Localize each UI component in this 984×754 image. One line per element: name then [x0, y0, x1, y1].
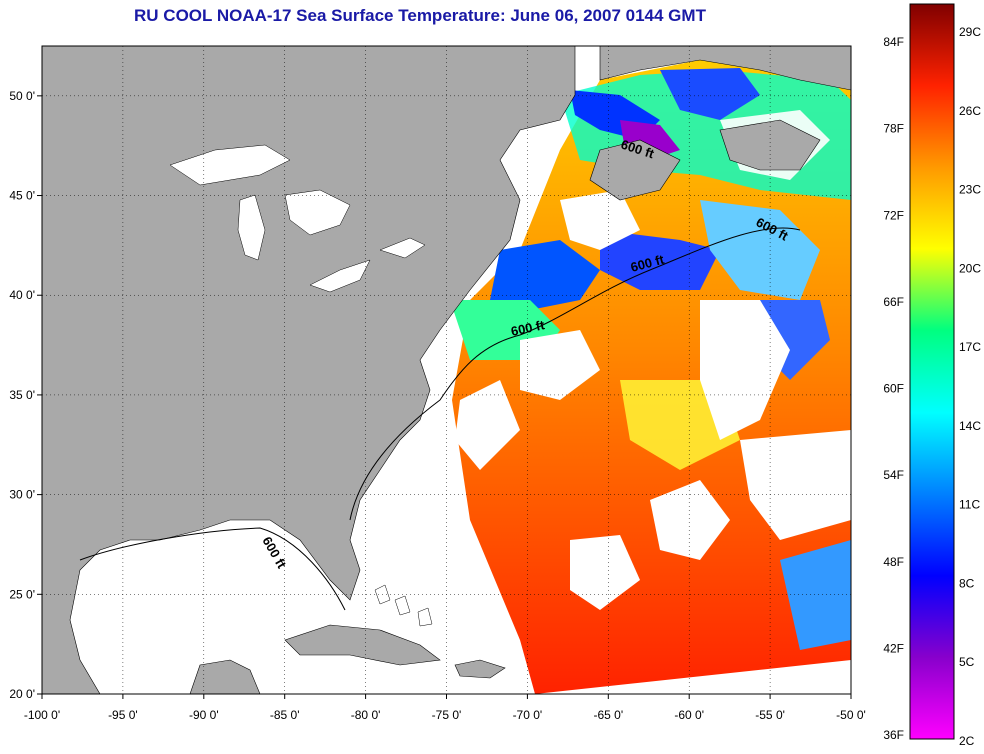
colorbar-celsius-labels: 29C 26C 23C 20C 17C 14C 11C 8C 5C 2C: [959, 25, 981, 748]
colorbar-celsius-label: 11C: [959, 498, 980, 512]
colorbar-fahrenheit-label: 54F: [883, 468, 904, 482]
colorbar-fahrenheit-label: 78F: [883, 122, 904, 136]
latitude-tick-label: 30 0': [9, 488, 35, 502]
map-title: RU COOL NOAA-17 Sea Surface Temperature:…: [134, 6, 706, 25]
depth-contour-600ft: [79, 227, 801, 611]
longitude-tick-label: -55 0': [755, 708, 785, 722]
colorbar-fahrenheit-label: 42F: [883, 641, 904, 655]
longitude-tick-label: -85 0': [270, 708, 300, 722]
colorbar-celsius-label: 5C: [959, 655, 975, 669]
colorbar-fahrenheit-label: 66F: [883, 295, 904, 309]
colorbar-fahrenheit-label: 84F: [883, 35, 904, 49]
colorbar-celsius-label: 14C: [959, 419, 981, 433]
longitude-tick-label: -65 0': [593, 708, 623, 722]
latitude-tick-label: 40 0': [9, 288, 35, 302]
colorbar-celsius-label: 20C: [959, 261, 981, 275]
sst-map: 600 ft 600 ft 600 ft 600 ft 600 ft: [42, 46, 851, 694]
longitude-tick-label: -90 0': [189, 708, 219, 722]
sst-swath: [450, 60, 851, 694]
land-masses: [42, 46, 851, 694]
longitude-tick-label: -100 0': [24, 708, 60, 722]
longitude-tick-label: -60 0': [674, 708, 704, 722]
latitude-tick-label: 25 0': [9, 587, 35, 601]
colorbar-celsius-label: 29C: [959, 25, 981, 39]
colorbar-fahrenheit-label: 48F: [883, 555, 904, 569]
colorbar-fahrenheit-label: 36F: [883, 728, 904, 742]
longitude-tick-label: -70 0': [513, 708, 543, 722]
contour-label-600ft-4: 600 ft: [510, 317, 547, 339]
latitude-tick-label: 45 0': [9, 189, 35, 203]
latitude-tick-label: 35 0': [9, 388, 35, 402]
longitude-axis: -100 0' -95 0' -90 0' -85 0' -80 0' -75 0' -70…: [24, 694, 866, 722]
colorbar-celsius-label: 17C: [959, 340, 981, 354]
colorbar-celsius-label: 2C: [959, 734, 975, 748]
colorbar-fahrenheit-labels: 84F 78F 72F 66F 60F 54F 48F 42F 36F: [883, 35, 904, 742]
colorbar-celsius-label: 8C: [959, 576, 975, 590]
graticule: [42, 46, 851, 694]
great-lakes: [169, 144, 426, 293]
colorbar-celsius-label: 26C: [959, 104, 981, 118]
colorbar-fahrenheit-label: 60F: [883, 382, 904, 396]
temperature-colorbar: 84F 78F 72F 66F 60F 54F 48F 42F 36F 29C 26C 23C 20C…: [883, 3, 981, 748]
longitude-tick-label: -95 0': [108, 708, 138, 722]
latitude-tick-label: 50 0': [9, 89, 35, 103]
latitude-tick-label: 20 0': [9, 687, 35, 701]
colorbar-gradient: [909, 3, 955, 740]
colorbar-celsius-label: 23C: [959, 183, 981, 197]
colorbar-fahrenheit-label: 72F: [883, 208, 904, 222]
latitude-axis: 20 0' 25 0' 30 0' 35 0' 40 0' 45 0' 50 0': [9, 89, 42, 701]
longitude-tick-label: -80 0': [351, 708, 381, 722]
longitude-tick-label: -75 0': [432, 708, 462, 722]
longitude-tick-label: -50 0': [836, 708, 866, 722]
